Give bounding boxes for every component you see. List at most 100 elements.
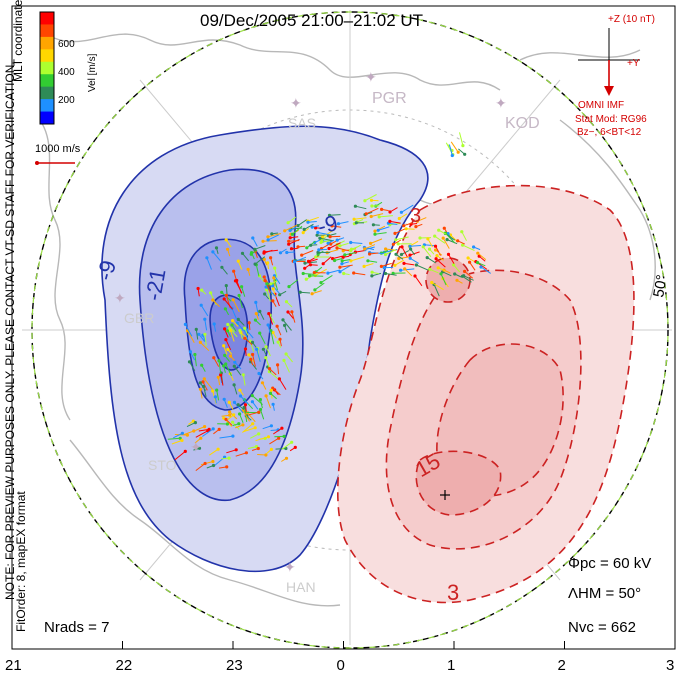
- velocity-vector-origin: [256, 446, 260, 451]
- velocity-vector-origin: [309, 243, 313, 247]
- station-label-sas: SAS: [288, 115, 316, 131]
- velocity-vector-origin: [237, 293, 241, 298]
- velocity-vector-origin: [202, 384, 206, 389]
- velocity-vector-origin: [225, 422, 229, 426]
- velocity-vector-origin: [318, 236, 322, 240]
- station-marker-sto: ✦: [190, 439, 202, 455]
- velocity-vector-origin: [414, 225, 418, 229]
- velocity-vector-origin: [400, 245, 404, 249]
- velocity-vector-origin: [364, 212, 368, 216]
- velocity-vector-origin: [342, 271, 346, 276]
- velocity-vector-origin: [180, 431, 184, 435]
- velocity-vector-origin: [338, 265, 342, 269]
- velocity-vector-origin: [326, 241, 330, 245]
- stat-lambda-hm: ΛHM = 50°: [568, 585, 641, 602]
- velocity-vector-origin: [185, 433, 189, 437]
- velocity-vector-origin: [199, 303, 203, 307]
- velocity-vector-origin: [187, 360, 192, 364]
- velocity-vector: [477, 252, 487, 260]
- velocity-vector-origin: [292, 260, 297, 264]
- velocity-vector: [171, 439, 183, 445]
- velocity-vector: [304, 261, 318, 264]
- velocity-vector: [374, 232, 387, 235]
- velocity-vector-origin: [247, 353, 251, 357]
- dawn-cell: [337, 184, 635, 604]
- velocity-vector-origin: [233, 360, 237, 364]
- colorbar-tick-600: 600: [58, 39, 75, 50]
- velocity-vector-origin: [276, 363, 280, 367]
- velocity-vector-origin: [266, 323, 270, 327]
- velocity-vector-origin: [269, 388, 273, 392]
- velocity-vector-origin: [253, 426, 257, 430]
- velocity-vector-origin: [203, 425, 207, 429]
- velocity-vector-origin: [263, 292, 267, 296]
- velocity-vector-origin: [211, 298, 215, 302]
- velocity-vector-origin: [219, 373, 223, 377]
- velocity-vector: [235, 280, 243, 294]
- latitude-label: 50°: [650, 273, 671, 298]
- velocity-vector-origin: [268, 391, 273, 395]
- velocity-vector-origin: [198, 340, 202, 344]
- velocity-vector: [303, 273, 315, 275]
- velocity-vector-origin: [193, 421, 197, 425]
- velocity-vector: [187, 330, 195, 343]
- velocity-vector-origin: [453, 272, 457, 276]
- velocity-vector: [307, 216, 319, 222]
- velocity-vector-origin: [272, 276, 276, 280]
- velocity-vector: [462, 275, 472, 283]
- velocity-vector-origin: [463, 269, 467, 273]
- velocity-vector-origin: [267, 367, 272, 371]
- velocity-vector: [212, 251, 222, 262]
- velocity-vector-origin: [267, 312, 271, 316]
- velocity-vector-origin: [439, 272, 443, 276]
- velocity-vector-origin: [336, 222, 341, 226]
- velocity-vector: [216, 390, 220, 401]
- velocity-vector: [281, 441, 292, 450]
- velocity-vector: [379, 215, 393, 218]
- velocity-vector-origin: [224, 417, 228, 421]
- velocity-vector: [401, 246, 408, 258]
- velocity-vector: [442, 237, 450, 249]
- velocity-vector-origin: [226, 347, 230, 352]
- velocity-vector-origin: [476, 251, 480, 255]
- velocity-vector: [403, 262, 415, 266]
- velocity-vector: [174, 434, 188, 436]
- velocity-vector-origin: [282, 358, 286, 362]
- velocity-vector-origin: [266, 261, 270, 265]
- velocity-vector: [291, 311, 296, 323]
- velocity-vector: [206, 257, 212, 270]
- velocity-vector: [363, 263, 374, 267]
- velocity-vector-origin: [222, 397, 226, 401]
- velocity-vector: [431, 282, 444, 291]
- velocity-vector: [167, 437, 181, 440]
- velocity-vector: [204, 334, 207, 347]
- velocity-vector: [204, 319, 208, 331]
- station-marker-han: ✦: [284, 559, 296, 575]
- velocity-vector: [225, 339, 232, 351]
- colorbar-frame: [39, 11, 55, 125]
- velocity-vector-origin: [216, 447, 220, 451]
- velocity-vector-origin: [250, 400, 254, 404]
- velocity-vector-origin: [284, 446, 288, 451]
- velocity-vector: [254, 245, 266, 250]
- velocity-vector-origin: [236, 403, 240, 407]
- velocity-vector-origin: [266, 235, 270, 239]
- velocity-vector-origin: [183, 449, 187, 453]
- velocity-vector-origin: [255, 347, 259, 351]
- velocity-vector: [202, 428, 214, 437]
- velocity-vector-origin: [253, 318, 257, 322]
- velocity-vector-origin: [262, 275, 266, 279]
- velocity-vector-origin: [211, 389, 215, 393]
- velocity-vector-origin: [211, 459, 215, 464]
- velocity-vector-origin: [394, 238, 398, 242]
- velocity-vector: [285, 353, 293, 363]
- velocity-vector-origin: [300, 253, 304, 257]
- velocity-vector: [309, 275, 324, 277]
- velocity-vector: [272, 387, 281, 396]
- velocity-vector-origin: [224, 362, 228, 366]
- colorbar-tick-400: 400: [58, 67, 75, 78]
- velocity-vector-origin: [275, 324, 279, 328]
- velocity-vector-origin: [261, 347, 265, 351]
- velocity-vector: [322, 256, 332, 265]
- velocity-vector: [195, 463, 206, 471]
